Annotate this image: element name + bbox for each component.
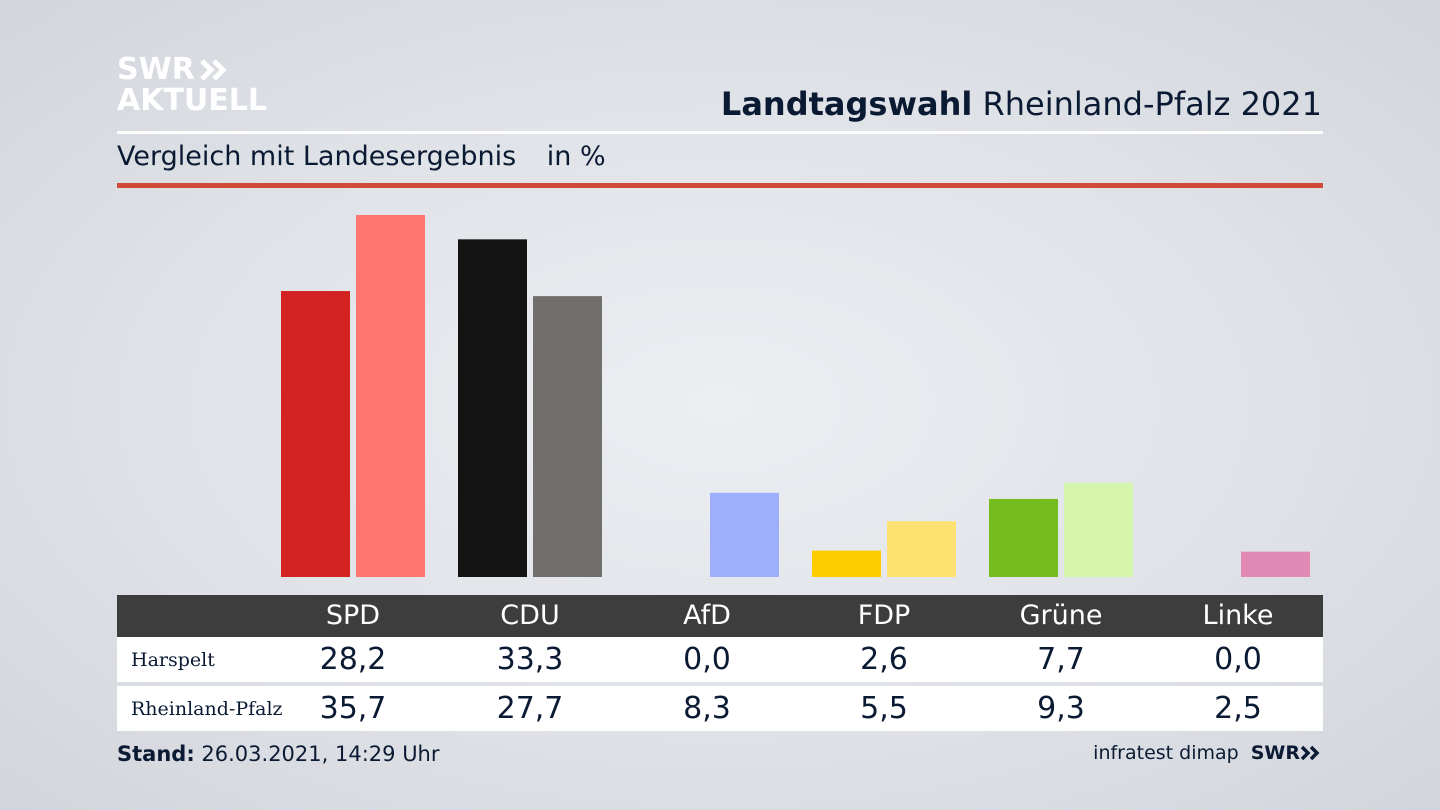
row-label: Harspelt (131, 649, 215, 671)
stand-label: Stand: (117, 742, 195, 766)
bar-spd-local (281, 291, 350, 577)
accent-divider (117, 183, 1323, 188)
subtitle-text: Vergleich mit Landesergebnis (117, 141, 517, 172)
institute-name: infratest dimap (1093, 742, 1239, 764)
chart-subtitle: Vergleich mit Landesergebnis in % (117, 141, 606, 172)
swr-aktuell-logo: SWR AKTUELL (117, 54, 267, 116)
value-cell: 28,2 (319, 642, 387, 677)
party-header: FDP (857, 600, 911, 631)
chart-title: Landtagswahl Rheinland-Pfalz 2021 (721, 85, 1322, 123)
logo-line-1: SWR (117, 52, 195, 87)
double-chevron-icon (1300, 745, 1320, 761)
party-header: AfD (683, 600, 731, 631)
bar-fdp-state (887, 521, 956, 577)
value-cell: 0,0 (683, 642, 731, 677)
value-cell: 0,0 (1214, 642, 1262, 677)
bar-gruene-state (1064, 482, 1133, 577)
table-header: SPD CDU AfD FDP Grüne Linke (117, 595, 1323, 637)
bar-cdu-local (458, 239, 527, 578)
stand-value: 26.03.2021, 14:29 Uhr (201, 742, 440, 766)
bar-gruene-local (989, 498, 1058, 577)
double-chevron-icon (200, 58, 227, 81)
logo-line-2: AKTUELL (117, 83, 268, 118)
results-table: SPD CDU AfD FDP Grüne Linke Harspelt 28,2 33,3… (117, 595, 1323, 731)
source-credit: infratest dimap SWR (1093, 742, 1322, 764)
row-label: Rheinland-Pfalz (131, 698, 283, 720)
value-cell: 7,7 (1037, 642, 1085, 677)
party-header: Grüne (1019, 600, 1103, 631)
party-header: Linke (1202, 600, 1274, 631)
value-cell: 5,5 (860, 691, 908, 726)
table-row: Rheinland-Pfalz 35,7 27,7 8,3 5,5 9,3 2,5 (117, 686, 1323, 731)
table-row: Harspelt 28,2 33,3 0,0 2,6 7,7 0,0 (117, 637, 1323, 682)
title-bold: Landtagswahl (720, 85, 973, 123)
swr-small-logo: SWR (1251, 742, 1322, 764)
party-header: CDU (500, 600, 560, 631)
bar-spd-state (356, 215, 425, 577)
title-rest: Rheinland-Pfalz 2021 (982, 85, 1322, 123)
brand-name: SWR (1250, 742, 1300, 764)
value-cell: 2,6 (860, 642, 908, 677)
bar-fdp-local (812, 550, 881, 577)
value-cell: 2,5 (1214, 691, 1262, 726)
timestamp: Stand: 26.03.2021, 14:29 Uhr (117, 742, 440, 766)
party-header: SPD (325, 600, 381, 631)
bar-linke-state (1241, 551, 1310, 577)
value-cell: 27,7 (496, 691, 564, 726)
unit-label: in % (546, 141, 606, 172)
value-cell: 9,3 (1037, 691, 1085, 726)
bar-cdu-state (533, 296, 602, 577)
title-divider (117, 131, 1323, 134)
value-cell: 35,7 (319, 691, 387, 726)
value-cell: 8,3 (683, 691, 731, 726)
bar-afd-state (710, 492, 779, 577)
value-cell: 33,3 (496, 642, 564, 677)
